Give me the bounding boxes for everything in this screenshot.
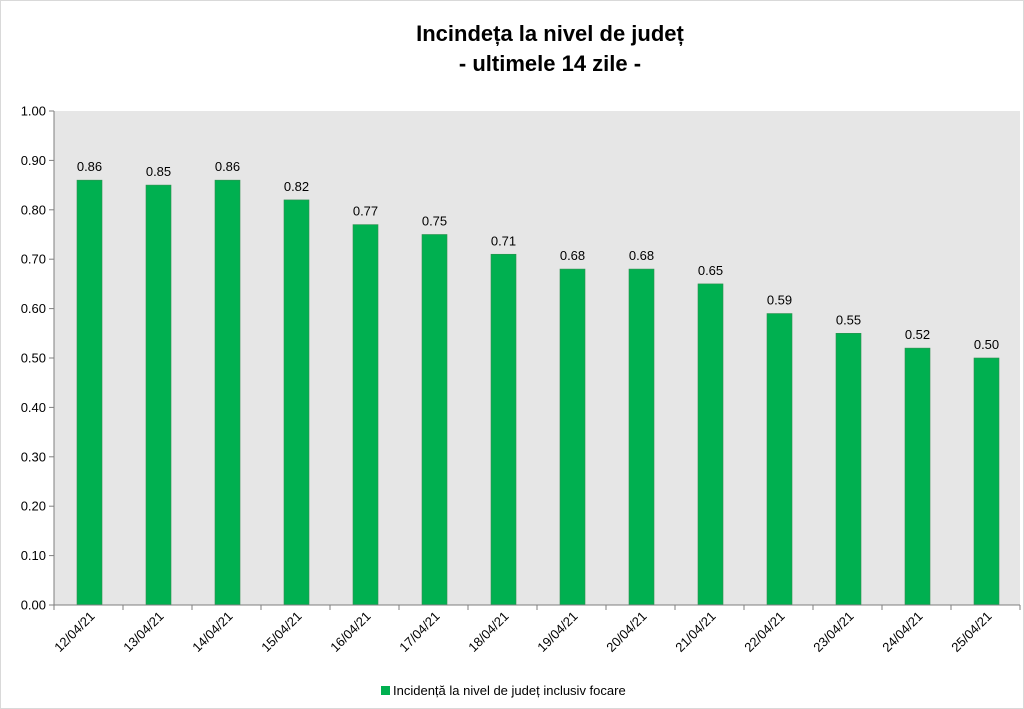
- y-tick-label: 0.20: [21, 499, 46, 514]
- x-tick-label: 22/04/21: [741, 609, 787, 655]
- x-axis: 12/04/21 13/04/21 14/04/21 15/04/21 16/04/21…: [51, 605, 1021, 655]
- y-tick-label: 0.80: [21, 202, 46, 217]
- x-tick-label: 14/04/21: [189, 609, 235, 655]
- y-tick-label: 0.40: [21, 400, 46, 415]
- data-label: 0.52: [905, 327, 930, 342]
- y-axis: 0.00 0.10 0.20 0.30 0.40 0.50 0.60 0.70 0.80 0.90…: [21, 104, 54, 613]
- y-tick-label: 0.00: [21, 598, 46, 613]
- x-tick-label: 17/04/21: [396, 609, 442, 655]
- data-labels: 0.86 0.85 0.86 0.82 0.77 0.75 0.71 0.68 0.68 0.65…: [77, 159, 999, 352]
- bar: [559, 268, 586, 606]
- data-label: 0.68: [560, 248, 585, 263]
- chart-title: Incindeța la nivel de județ: [416, 21, 684, 46]
- data-label: 0.86: [215, 159, 240, 174]
- bar: [973, 357, 1000, 606]
- bar-series: [76, 179, 1000, 606]
- bar: [76, 179, 103, 606]
- bar: [628, 268, 655, 606]
- x-tick-label: 15/04/21: [258, 609, 304, 655]
- x-tick-label: 21/04/21: [672, 609, 718, 655]
- bar: [766, 313, 793, 606]
- data-label: 0.55: [836, 312, 861, 327]
- x-tick-label: 18/04/21: [465, 609, 511, 655]
- x-tick-label: 23/04/21: [810, 609, 856, 655]
- x-tick-label: 24/04/21: [879, 609, 925, 655]
- data-label: 0.86: [77, 159, 102, 174]
- data-label: 0.68: [629, 248, 654, 263]
- x-tick-label: 25/04/21: [948, 609, 994, 655]
- plot-area: [54, 111, 1020, 605]
- bar: [697, 283, 724, 606]
- data-label: 0.65: [698, 263, 723, 278]
- data-label: 0.75: [422, 214, 447, 229]
- y-tick-label: 0.50: [21, 351, 46, 366]
- y-tick-label: 0.30: [21, 449, 46, 464]
- y-tick-label: 1.00: [21, 104, 46, 119]
- data-label: 0.59: [767, 293, 792, 308]
- chart-subtitle: - ultimele 14 zile -: [459, 51, 641, 76]
- bar: [283, 199, 310, 606]
- y-tick-label: 0.90: [21, 153, 46, 168]
- bar: [421, 234, 448, 606]
- bar: [145, 184, 172, 606]
- legend: Incidență la nivel de județ inclusiv foc…: [381, 683, 626, 698]
- x-tick-label: 20/04/21: [603, 609, 649, 655]
- x-tick-label: 19/04/21: [534, 609, 580, 655]
- x-tick-label: 13/04/21: [120, 609, 166, 655]
- legend-label: Incidență la nivel de județ inclusiv foc…: [393, 683, 626, 698]
- legend-swatch: [381, 686, 390, 695]
- data-label: 0.85: [146, 164, 171, 179]
- data-label: 0.77: [353, 204, 378, 219]
- x-tick-label: 16/04/21: [327, 609, 373, 655]
- y-tick-label: 0.60: [21, 301, 46, 316]
- bar: [352, 224, 379, 606]
- bar: [214, 179, 241, 606]
- data-label: 0.50: [974, 337, 999, 352]
- y-tick-label: 0.70: [21, 252, 46, 267]
- data-label: 0.82: [284, 179, 309, 194]
- x-tick-label: 12/04/21: [51, 609, 97, 655]
- data-label: 0.71: [491, 233, 516, 248]
- bar: [490, 253, 517, 606]
- y-tick-label: 0.10: [21, 548, 46, 563]
- bar: [904, 347, 931, 606]
- bar: [835, 332, 862, 606]
